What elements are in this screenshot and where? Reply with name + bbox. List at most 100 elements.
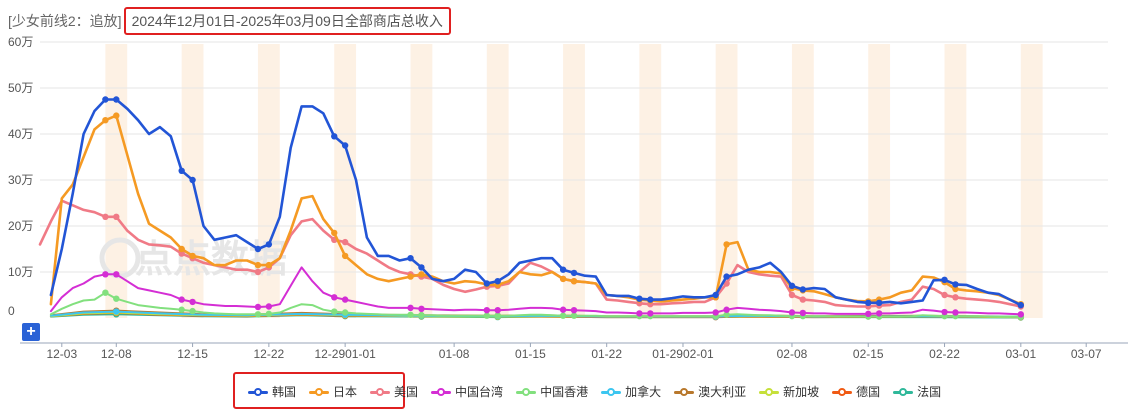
legend-swatch-icon [516,387,537,397]
legend-item[interactable]: 中国香港 [516,383,588,400]
legend-highlight-box [233,372,405,409]
data-point [799,286,807,293]
weekend-band [334,44,357,318]
data-point [647,310,654,317]
weekend-band [486,44,509,318]
x-tick-label: 03-07 [1071,347,1102,361]
series-line-中国香港 [49,291,1022,318]
data-point [189,252,196,260]
data-point [102,289,109,296]
data-point [494,278,501,285]
data-point [799,309,807,317]
data-point [407,304,414,312]
data-point [952,294,959,301]
data-point [788,291,796,299]
data-point [570,306,578,314]
weekend-band [868,44,891,318]
legend-swatch-icon [248,387,268,397]
data-point [483,306,491,314]
x-tick-label: 12-15 [177,347,208,361]
x-tick-label: 01-2902-01 [652,347,714,361]
data-point [265,241,273,248]
data-point [788,282,796,289]
series-line-中国台湾 [49,266,1022,316]
data-point [1017,301,1025,309]
weekend-band [410,44,433,318]
data-point [559,306,567,313]
y-tick-label: 0 [8,304,15,318]
x-tick-label: 12-03 [46,347,77,361]
data-point [418,305,425,312]
data-point [102,213,109,220]
legend-swatch-icon [431,387,452,397]
data-point [341,296,349,303]
data-point [102,117,109,124]
legend-item[interactable]: 法国 [893,383,941,400]
data-point [723,306,730,313]
data-point [865,299,872,307]
x-tick-label: 02-22 [929,347,960,361]
data-point [265,261,273,269]
legend-item[interactable]: 加拿大 [601,383,661,400]
legend-swatch-icon [309,387,330,397]
legend-item[interactable]: 澳大利亚 [674,383,746,400]
data-point [254,311,262,318]
data-point [189,307,196,315]
legend-item[interactable]: 德国 [832,383,880,400]
series-line-美国 [38,199,1023,308]
data-point [189,298,196,306]
legend-label: 中国香港 [540,385,589,399]
data-point [178,296,185,303]
legend-swatch-icon [370,387,391,397]
data-point [570,312,578,319]
weekend-band [715,44,738,318]
data-point [559,312,567,319]
legend-item[interactable]: 中国台湾 [431,383,503,400]
legend-item[interactable]: 韩国 [248,383,296,400]
data-point [113,213,120,220]
data-point [113,295,120,302]
data-point [570,278,578,285]
data-point [570,269,578,277]
data-point [113,112,120,119]
data-point [941,291,948,299]
legend-item[interactable]: 新加坡 [759,383,819,400]
data-point [265,303,273,310]
legend-label: 美国 [394,385,419,399]
legend-item[interactable]: 日本 [309,383,357,400]
zoom-in-button[interactable]: + [22,323,40,341]
data-point [712,309,719,316]
data-point [341,252,349,260]
legend-label: 加拿大 [625,385,662,399]
data-point [483,280,491,287]
data-point [712,291,719,299]
x-tick-label: 12-22 [254,347,285,361]
data-point [723,311,730,318]
data-point [418,264,425,271]
data-point [102,271,109,278]
y-tick-label: 30万 [8,173,33,187]
data-point [559,266,567,273]
x-tick-label: 12-08 [101,347,132,361]
data-point [875,310,883,317]
y-tick-label: 50万 [8,81,33,95]
data-point [178,167,185,174]
data-point [407,255,414,262]
data-point [723,273,730,280]
data-point [254,261,262,269]
weekend-band [1020,44,1043,318]
data-point [341,238,349,246]
legend-item[interactable]: 美国 [370,383,418,400]
x-tick-label: 02-15 [853,347,884,361]
legend-swatch-icon [759,387,780,397]
x-tick-label: 12-2901-01 [314,347,376,361]
y-tick-label: 40万 [8,127,33,141]
data-point [254,303,262,311]
weekend-band [257,44,280,318]
data-point [265,310,273,318]
y-tick-label: 60万 [8,35,33,49]
data-point [178,245,185,253]
chart-title: 2024年12月01日-2025年03月09日全部商店总收入 [123,7,451,35]
chart-header: [少女前线2：追放] 2024年12月01日-2025年03月09日全部商店总收… [8,7,451,35]
